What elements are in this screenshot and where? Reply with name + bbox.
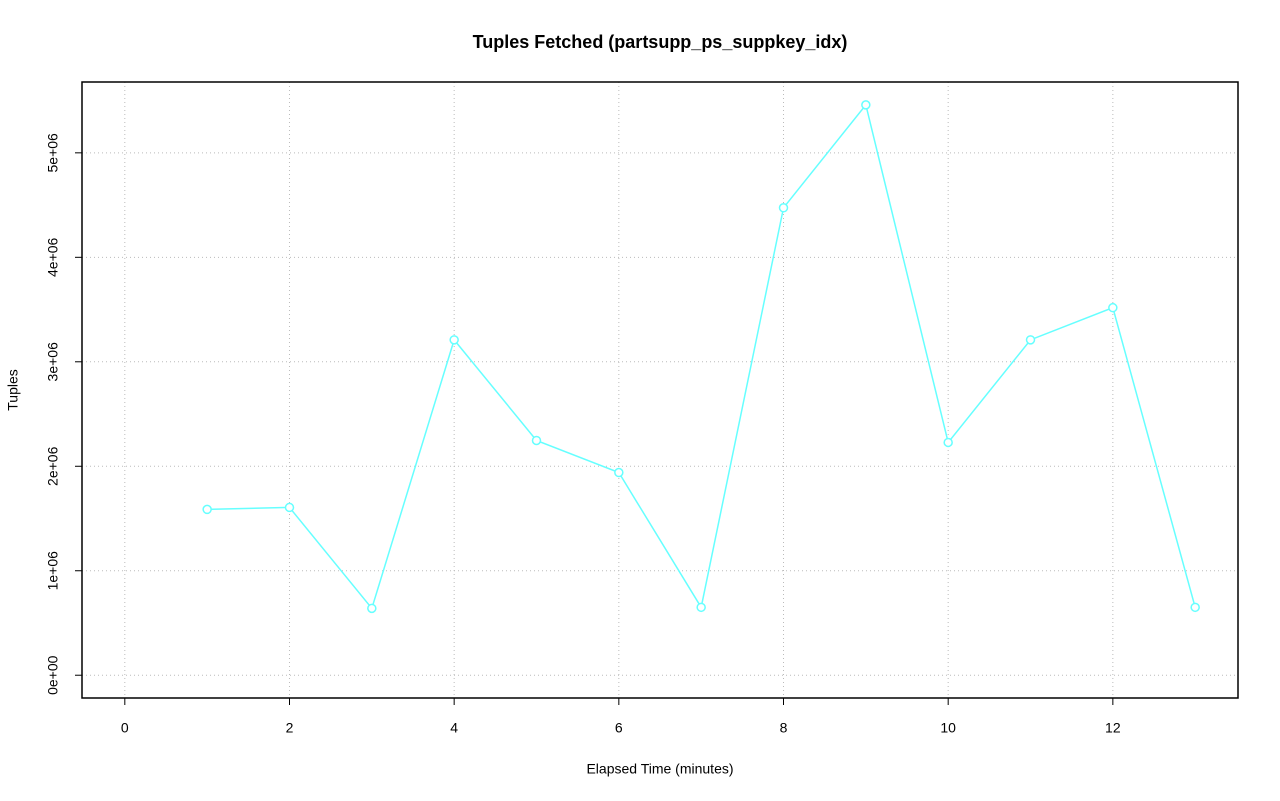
data-line: [207, 103, 1196, 610]
y-tick-label: 4e+06: [45, 237, 61, 277]
data-point: [1190, 602, 1200, 613]
data-point: [284, 502, 295, 513]
data-point: [449, 335, 459, 345]
x-tick-label: 12: [1105, 720, 1121, 736]
y-axis-label: Tuples: [5, 369, 21, 411]
x-tick-label: 0: [121, 720, 129, 736]
y-tick-label: 2e+06: [45, 446, 61, 486]
data-point: [861, 100, 871, 110]
data-point: [696, 602, 706, 613]
x-tick-label: 10: [940, 720, 956, 736]
x-axis-label: Elapsed Time (minutes): [586, 761, 733, 777]
data-point: [778, 203, 789, 213]
data-point: [1025, 335, 1036, 345]
x-tick-label: 6: [615, 720, 623, 736]
data-point: [202, 504, 212, 515]
y-tick-label: 5e+06: [45, 133, 61, 173]
y-tick-label: 0e+00: [45, 655, 61, 695]
data-point: [614, 467, 624, 478]
plot-frame: [81, 81, 1239, 699]
data-point: [531, 435, 542, 446]
y-tick-label: 3e+06: [45, 342, 61, 382]
x-tick-label: 2: [286, 720, 294, 736]
data-point: [367, 603, 377, 614]
data-point: [943, 437, 953, 448]
chart-title: Tuples Fetched (partsupp_ps_suppkey_idx): [473, 32, 848, 52]
x-tick-label: 4: [450, 720, 458, 736]
y-tick-label: 1e+06: [45, 551, 61, 591]
data-point: [1108, 302, 1118, 313]
x-tick-label: 8: [780, 720, 788, 736]
